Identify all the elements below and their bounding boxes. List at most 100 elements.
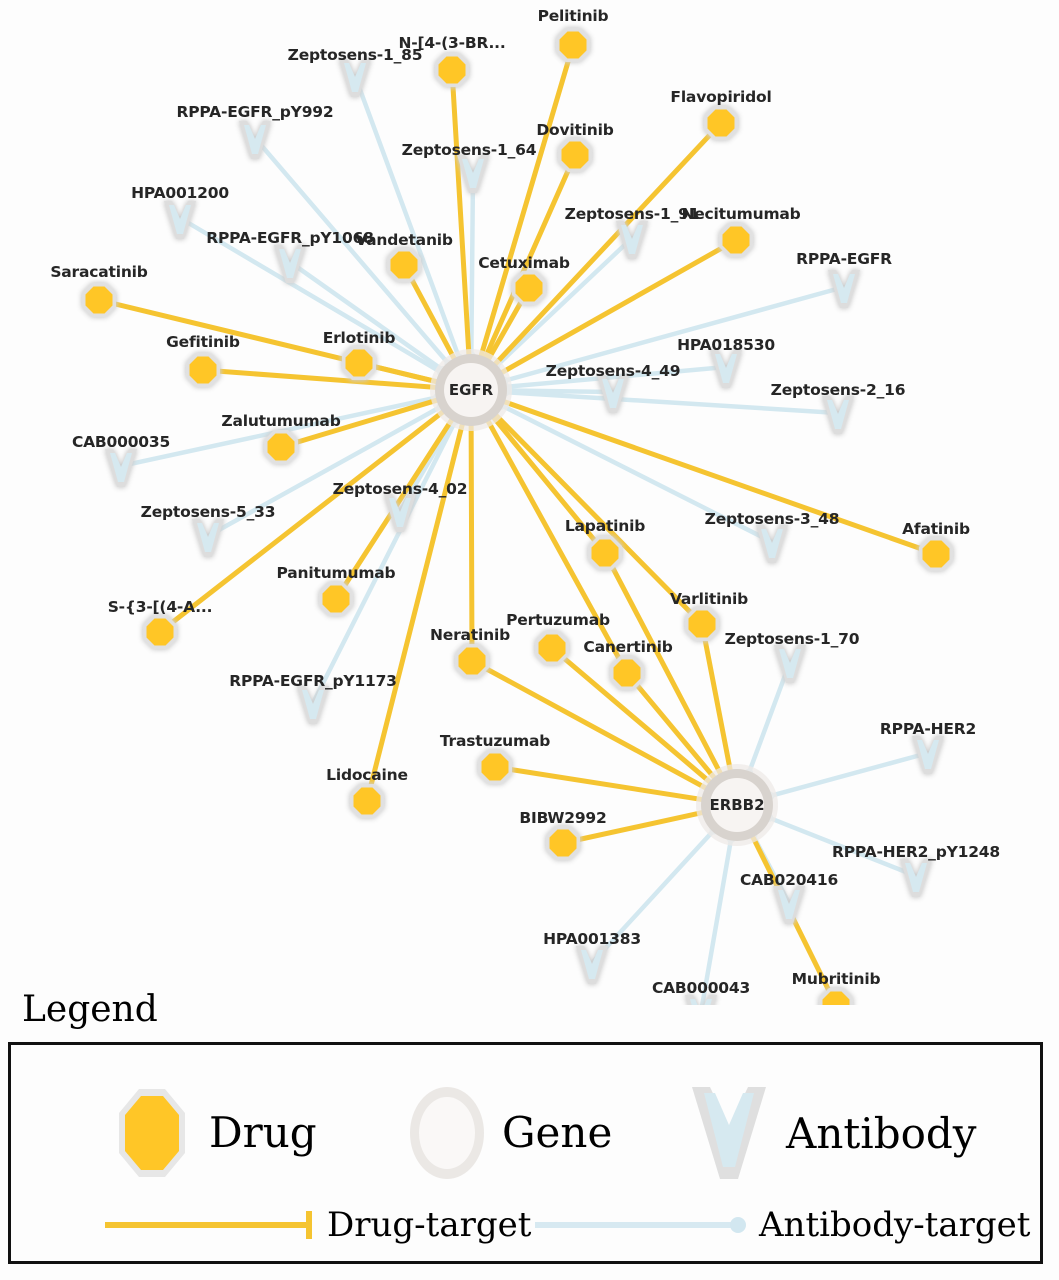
drug-edge (602, 550, 725, 780)
antibody-node (756, 525, 788, 563)
antibody-node (828, 270, 860, 308)
drug-edge (468, 419, 475, 664)
antibody-edge (502, 388, 616, 395)
legend-item-antibody: Antibody (686, 1083, 976, 1185)
drug-shape (591, 539, 619, 567)
drug-shape (146, 618, 174, 646)
drug-node (558, 138, 592, 172)
drug-shape (688, 610, 716, 638)
antibody-shape (279, 249, 301, 278)
drug-shape (613, 659, 641, 687)
drug-edge (483, 415, 630, 676)
legend-box: Drug Gene Antibody (8, 1042, 1043, 1264)
antibody-node (822, 396, 854, 434)
legend-item-drug: Drug (109, 1083, 317, 1183)
drug-edge (624, 670, 720, 783)
legend-item-drug-target: Drug-target (101, 1205, 531, 1245)
drug-edge (699, 621, 734, 777)
antibody-edge (766, 815, 919, 879)
drug-shape (538, 634, 566, 662)
antibody-edge (252, 135, 452, 367)
antibody-edge (177, 215, 444, 375)
drug-edge (157, 407, 449, 635)
drug-node (685, 607, 719, 641)
antibody-edge (501, 284, 847, 384)
antibody-shape (778, 890, 800, 919)
antibody-edge (502, 364, 729, 390)
drug-edges-group (96, 42, 939, 1005)
antibody-target-edge-icon (535, 1217, 746, 1233)
gene-core (444, 363, 498, 417)
drug-edge (490, 410, 705, 627)
antibody-shape (344, 63, 366, 92)
drug-node (535, 631, 569, 665)
network-canvas (82, 28, 953, 1005)
drug-edge (481, 152, 578, 364)
antibody-shape (462, 159, 484, 188)
antibody-edge (205, 404, 444, 539)
drug-edge (200, 367, 442, 391)
drug-edge (496, 237, 739, 377)
drug-shape (922, 540, 950, 568)
drug-node (610, 656, 644, 690)
antibody-edge (352, 73, 462, 361)
antibody-edge (493, 235, 635, 369)
antibody-node (774, 645, 806, 683)
drug-node (143, 615, 177, 649)
legend-title: Legend (22, 989, 158, 1030)
gene-nodes-group (430, 349, 778, 846)
drug-shape (345, 349, 373, 377)
drug-shape (561, 141, 589, 169)
antibody-shape (833, 274, 855, 303)
antibody-edge (502, 389, 841, 416)
antibody-shape (602, 379, 624, 408)
antibody-node (912, 736, 944, 774)
antibody-node (384, 494, 416, 532)
antibody-shape (110, 453, 132, 482)
antibody-node (297, 686, 329, 724)
antibody-node (616, 221, 648, 259)
antibody-shape (169, 205, 191, 234)
antibody-shape (917, 740, 939, 769)
drug-node (478, 750, 512, 784)
drug-shape (458, 647, 486, 675)
drug-shape (559, 31, 587, 59)
antibody-node (597, 375, 629, 413)
drug-node (819, 988, 853, 1005)
legend-label-drug: Drug (209, 1108, 317, 1157)
antibody-shape (389, 498, 411, 527)
drug-node (82, 283, 116, 317)
antibody-edge (310, 418, 458, 706)
antibody-node (576, 946, 608, 984)
drug-shape (822, 991, 850, 1005)
legend-label-gene: Gene (502, 1108, 613, 1157)
antibody-shape (827, 400, 849, 429)
drug-edge (490, 120, 724, 370)
antibody-shape (302, 690, 324, 719)
drug-shape (85, 286, 113, 314)
drug-edge (498, 398, 939, 557)
drug-shape (322, 585, 350, 613)
gene-icon (410, 1087, 484, 1179)
antibody-node (773, 886, 805, 924)
antibody-node (339, 59, 371, 97)
antibody-node (900, 859, 932, 897)
antibody-shape (197, 523, 219, 552)
antibody-node (710, 350, 742, 388)
drug-shape (390, 251, 418, 279)
antibody-node (274, 245, 306, 283)
antibody-icon (692, 1087, 766, 1179)
drug-edge (492, 764, 708, 803)
drug-shape (481, 753, 509, 781)
drug-edge (477, 42, 576, 362)
antibody-edge (767, 750, 931, 799)
antibody-shape (905, 863, 927, 892)
drug-edge (364, 418, 466, 804)
antibody-node (105, 449, 137, 487)
legend-label-antibody-target: Antibody-target (759, 1205, 1031, 1245)
drug-shape (353, 787, 381, 815)
antibody-edge (589, 827, 717, 966)
legend: Legend Drug Gene (0, 985, 1059, 1280)
drug-node (264, 430, 298, 464)
